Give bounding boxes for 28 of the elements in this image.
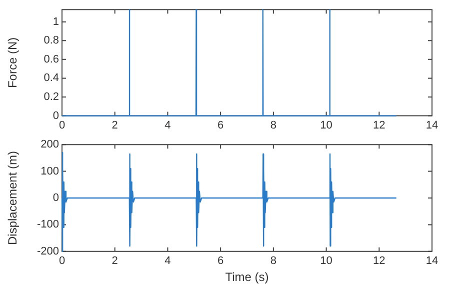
x-tick-label: 8 (270, 119, 276, 132)
x-tick-label: 4 (164, 119, 171, 132)
x-tick-label: 2 (112, 119, 118, 132)
x-tick-label: 10 (320, 255, 332, 268)
x-tick-label: 2 (112, 255, 118, 268)
x-tick-label: 10 (320, 119, 332, 132)
y-tick-label: -200 (36, 245, 59, 258)
y-tick-label: 200 (40, 138, 59, 151)
y-tick-label: 1 (52, 16, 59, 28)
y-tick-label: 0 (52, 192, 59, 204)
y-tick-label: 0.8 (44, 34, 59, 47)
y-tick-label: 0.4 (44, 72, 59, 84)
y-tick-label: 0.2 (44, 91, 59, 104)
x-tick-label: 4 (164, 255, 171, 268)
x-tick-label: 6 (218, 255, 224, 268)
y-tick-label: -100 (36, 218, 59, 231)
y-axis-title: Force (N) (6, 37, 20, 88)
x-axis-title: Time (s) (225, 270, 269, 284)
y-tick-label: 100 (40, 165, 59, 178)
y-tick-label: 0.6 (44, 53, 59, 66)
x-tick-label: 12 (373, 119, 386, 132)
x-tick-label: 14 (426, 255, 438, 268)
y-tick-label: 0 (52, 110, 59, 122)
x-tick-label: 12 (373, 255, 386, 268)
x-tick-label: 8 (270, 255, 276, 268)
y-axis-title: Displacement (m) (6, 150, 20, 246)
x-tick-label: 14 (426, 119, 438, 132)
x-tick-label: 6 (218, 119, 224, 132)
